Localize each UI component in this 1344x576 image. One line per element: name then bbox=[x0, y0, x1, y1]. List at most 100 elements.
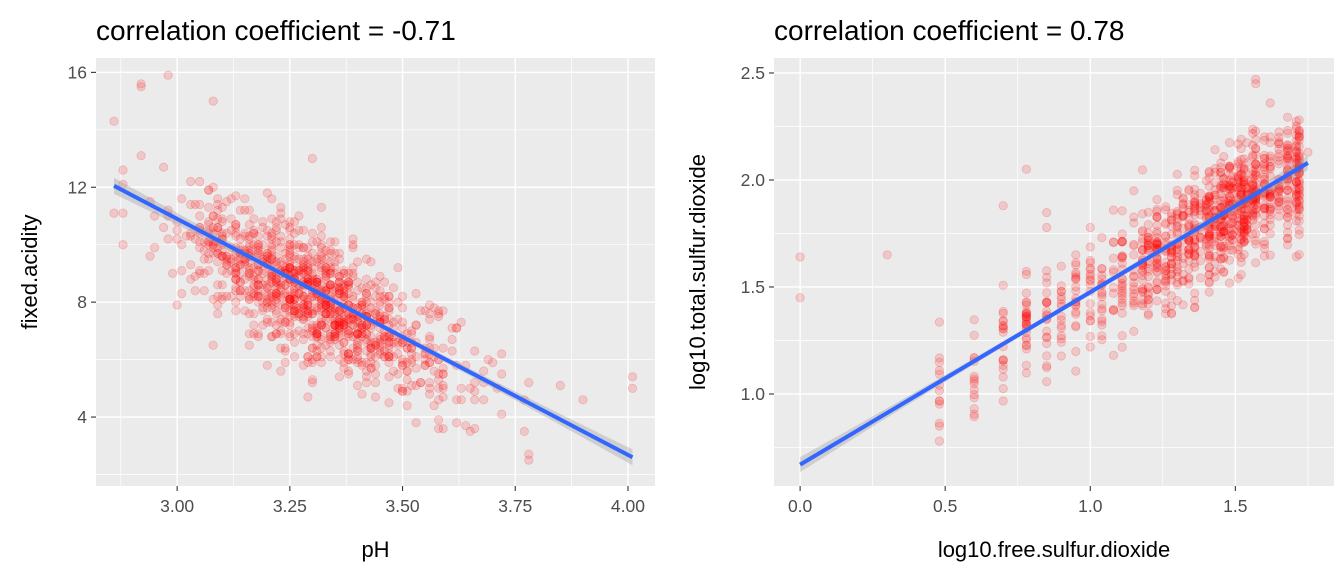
data-point bbox=[1283, 161, 1293, 171]
data-point bbox=[280, 280, 290, 290]
data-point bbox=[1152, 240, 1162, 250]
data-point bbox=[1166, 247, 1177, 257]
data-point bbox=[375, 271, 385, 281]
data-point bbox=[1239, 177, 1249, 187]
data-point bbox=[1172, 256, 1182, 266]
data-point bbox=[321, 323, 331, 333]
data-point bbox=[1265, 162, 1275, 172]
data-point bbox=[298, 303, 308, 313]
data-point bbox=[199, 245, 209, 256]
data-point bbox=[1129, 271, 1139, 281]
data-point bbox=[339, 317, 349, 327]
data-point bbox=[321, 309, 331, 319]
data-point bbox=[177, 194, 187, 204]
data-point bbox=[217, 294, 227, 304]
data-point bbox=[289, 265, 299, 276]
data-point bbox=[1294, 202, 1304, 212]
data-point bbox=[406, 343, 417, 353]
data-point bbox=[276, 291, 286, 301]
data-point bbox=[361, 320, 372, 330]
data-point bbox=[316, 357, 326, 368]
data-point bbox=[1166, 269, 1177, 279]
data-point bbox=[339, 314, 349, 324]
data-point bbox=[303, 352, 313, 362]
data-point bbox=[1265, 204, 1275, 214]
data-point bbox=[1219, 233, 1229, 243]
data-point bbox=[231, 191, 241, 201]
data-point bbox=[1251, 199, 1261, 209]
data-point bbox=[1219, 152, 1229, 162]
data-point bbox=[280, 280, 290, 290]
data-point bbox=[1071, 267, 1081, 278]
data-point bbox=[339, 337, 349, 347]
data-point bbox=[1248, 173, 1258, 183]
data-point bbox=[433, 311, 444, 322]
data-point bbox=[384, 372, 394, 382]
data-point bbox=[1210, 222, 1220, 232]
data-point bbox=[1224, 245, 1235, 255]
data-point bbox=[1219, 183, 1229, 193]
data-point bbox=[1265, 191, 1275, 201]
data-point bbox=[361, 291, 372, 301]
data-point bbox=[231, 283, 241, 293]
data-point bbox=[370, 306, 381, 316]
data-point bbox=[312, 340, 322, 350]
data-point bbox=[411, 352, 421, 362]
data-point bbox=[1190, 200, 1200, 210]
data-point bbox=[1239, 225, 1249, 235]
data-point bbox=[375, 291, 385, 301]
data-point bbox=[361, 254, 372, 264]
data-point bbox=[118, 208, 128, 218]
data-point bbox=[1042, 272, 1052, 282]
data-point bbox=[379, 277, 390, 287]
data-point bbox=[276, 277, 286, 287]
data-point bbox=[1239, 179, 1249, 189]
data-point bbox=[1236, 169, 1246, 179]
data-point bbox=[195, 176, 205, 187]
data-point bbox=[1190, 207, 1200, 217]
data-point bbox=[321, 309, 331, 319]
data-point bbox=[334, 306, 344, 316]
data-point bbox=[1190, 235, 1200, 245]
data-point bbox=[240, 274, 250, 284]
data-point bbox=[1178, 200, 1188, 210]
data-point bbox=[1161, 231, 1171, 241]
data-point bbox=[285, 286, 295, 296]
data-point bbox=[307, 306, 317, 316]
data-point bbox=[1143, 310, 1153, 320]
data-point bbox=[1239, 175, 1249, 185]
data-point bbox=[231, 306, 241, 316]
data-point bbox=[1283, 154, 1293, 164]
data-point bbox=[352, 277, 363, 287]
data-point bbox=[1204, 173, 1214, 183]
data-point bbox=[253, 280, 263, 290]
data-point bbox=[1166, 252, 1177, 262]
data-point bbox=[1201, 239, 1211, 249]
data-point bbox=[524, 455, 534, 465]
data-point bbox=[253, 240, 263, 250]
data-point bbox=[1227, 188, 1238, 199]
data-point bbox=[1056, 261, 1066, 271]
data-point bbox=[1274, 139, 1284, 149]
data-point bbox=[271, 274, 281, 284]
data-point bbox=[1204, 262, 1214, 272]
data-point bbox=[1224, 236, 1235, 246]
data-point bbox=[1085, 265, 1095, 275]
data-point bbox=[276, 366, 286, 376]
data-point bbox=[303, 260, 313, 270]
data-point bbox=[271, 329, 281, 339]
data-point bbox=[1161, 265, 1171, 276]
data-point bbox=[1210, 221, 1220, 231]
data-point bbox=[366, 357, 376, 368]
data-point bbox=[370, 337, 381, 347]
data-point bbox=[998, 372, 1008, 382]
data-point bbox=[1259, 132, 1270, 142]
data-point bbox=[1152, 259, 1162, 269]
data-point bbox=[397, 317, 408, 327]
data-point bbox=[1021, 311, 1032, 322]
data-point bbox=[325, 237, 335, 247]
data-point bbox=[1085, 222, 1095, 233]
data-point bbox=[321, 303, 331, 313]
data-point bbox=[578, 395, 588, 405]
data-point bbox=[303, 309, 313, 319]
